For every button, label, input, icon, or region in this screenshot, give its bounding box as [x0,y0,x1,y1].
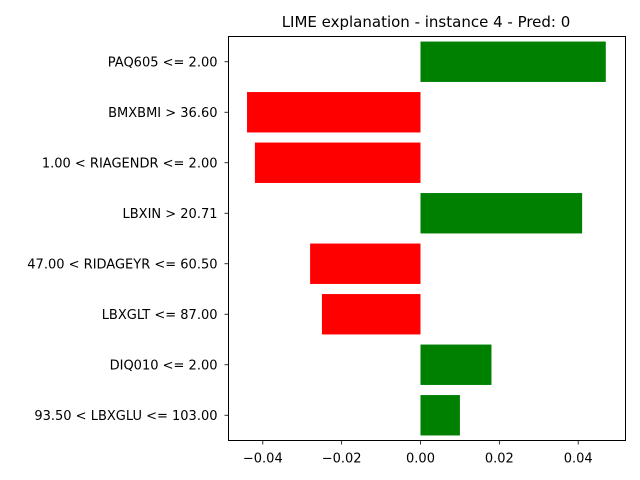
y-axis-ticks: PAQ605 <= 2.00 BMXBMI > 36.60 1.00 < RIAGE… [27,55,229,424]
y-tick-label: 93.50 < LBXGLU <= 103.00 [34,409,217,424]
bar [420,41,606,82]
y-tick-label: 1.00 < RIAGENDR <= 2.00 [42,156,218,171]
x-tick-label: 0.04 [564,452,593,467]
bar [247,92,421,133]
x-tick-label: −0.02 [322,452,362,467]
y-tick-label: DIQ010 <= 2.00 [110,358,218,373]
x-tick-label: −0.04 [243,452,283,467]
chart-title: LIME explanation - instance 4 - Pred: 0 [282,13,571,31]
y-tick-label: LBXGLT <= 87.00 [102,308,218,323]
y-tick-label: LBXIN > 20.71 [123,207,218,222]
x-tick-label: 0.00 [406,452,435,467]
bar [420,344,492,385]
bar [254,142,421,183]
y-tick-label: BMXBMI > 36.60 [108,106,217,121]
bar [420,193,583,234]
bar [420,395,460,436]
bars-layer [247,41,606,436]
x-axis-ticks: −0.04 −0.02 0.00 0.02 0.04 [243,440,593,467]
bar [321,294,421,335]
y-tick-label: PAQ605 <= 2.00 [108,55,218,70]
plot-frame [228,36,626,441]
y-tick-label: 47.00 < RIDAGEYR <= 60.50 [27,257,217,272]
bar [310,243,421,284]
x-tick-label: 0.02 [485,452,514,467]
